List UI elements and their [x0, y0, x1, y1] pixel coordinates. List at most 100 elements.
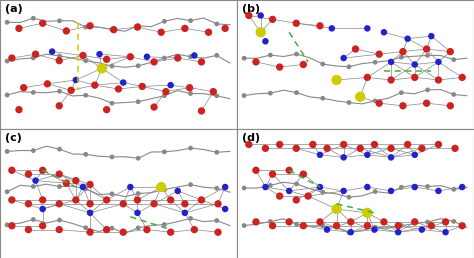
Point	[269, 17, 276, 21]
Point	[157, 30, 165, 34]
Point	[108, 192, 116, 196]
Point	[8, 198, 16, 202]
Point	[293, 91, 301, 95]
Point	[319, 96, 327, 100]
Point	[150, 202, 158, 206]
Point	[398, 91, 405, 95]
Point	[394, 230, 402, 234]
Point	[411, 220, 419, 224]
Point	[198, 60, 205, 64]
Point	[269, 224, 276, 228]
Point	[213, 186, 220, 190]
Point	[162, 90, 170, 94]
Point	[25, 172, 32, 176]
Point	[213, 22, 220, 26]
Point	[371, 228, 378, 232]
Point	[411, 62, 419, 67]
Point	[191, 228, 198, 232]
Point	[167, 230, 174, 234]
Point	[266, 183, 274, 187]
Point	[293, 52, 301, 56]
Point	[424, 88, 431, 92]
Point	[134, 226, 142, 230]
Point	[240, 56, 248, 60]
Point	[257, 13, 264, 18]
Point	[356, 95, 364, 99]
Point	[39, 21, 46, 25]
Point	[55, 202, 63, 206]
Point	[257, 30, 264, 34]
Point	[187, 91, 194, 95]
Point	[108, 226, 116, 230]
Point	[79, 185, 87, 189]
Point	[300, 172, 307, 176]
Point	[134, 211, 141, 215]
Point	[340, 155, 347, 159]
Point	[86, 24, 94, 28]
Point	[418, 228, 426, 232]
Point	[435, 189, 442, 193]
Point	[375, 52, 383, 56]
Point	[205, 30, 212, 34]
Point	[371, 60, 379, 64]
Point	[134, 191, 142, 196]
Point	[110, 28, 118, 32]
Point	[319, 62, 327, 66]
Point	[404, 37, 411, 41]
Point	[161, 150, 168, 154]
Point	[181, 26, 189, 30]
Point	[67, 88, 75, 92]
Point	[213, 219, 220, 223]
Point	[55, 172, 63, 176]
Point	[262, 39, 269, 43]
Point	[210, 90, 217, 94]
Point	[72, 179, 80, 183]
Point	[316, 220, 324, 224]
Point	[333, 207, 340, 211]
Point	[450, 187, 457, 191]
Point	[20, 86, 27, 90]
Point	[424, 53, 431, 58]
Point	[442, 230, 449, 234]
Point	[333, 78, 340, 82]
Point	[387, 155, 395, 159]
Point	[134, 24, 142, 28]
Point	[119, 80, 127, 85]
Point	[56, 147, 64, 151]
Point	[347, 230, 355, 234]
Point	[269, 172, 276, 176]
Point	[55, 228, 63, 232]
Point	[39, 168, 46, 172]
Point	[292, 21, 300, 25]
Point	[108, 64, 116, 68]
Point	[103, 228, 110, 232]
Point	[143, 55, 151, 59]
Point	[161, 94, 168, 98]
Point	[364, 185, 371, 189]
Point	[86, 182, 94, 187]
Text: (c): (c)	[5, 133, 22, 143]
Point	[157, 185, 165, 189]
Point	[364, 224, 371, 228]
Point	[39, 207, 46, 211]
Point	[127, 185, 134, 189]
Point	[161, 19, 168, 23]
Point	[240, 93, 248, 98]
Point	[394, 224, 402, 228]
Point	[213, 53, 220, 58]
Point	[276, 142, 283, 147]
Point	[293, 222, 301, 226]
Point	[82, 59, 90, 63]
Point	[304, 194, 312, 198]
Point	[48, 50, 56, 54]
Point	[345, 100, 353, 104]
Point	[447, 104, 454, 108]
Point	[398, 185, 405, 189]
Point	[451, 146, 459, 150]
Point	[187, 216, 194, 221]
Point	[428, 34, 435, 38]
Point	[187, 19, 194, 23]
Point	[319, 224, 327, 228]
Point	[328, 26, 336, 30]
Point	[138, 84, 146, 88]
